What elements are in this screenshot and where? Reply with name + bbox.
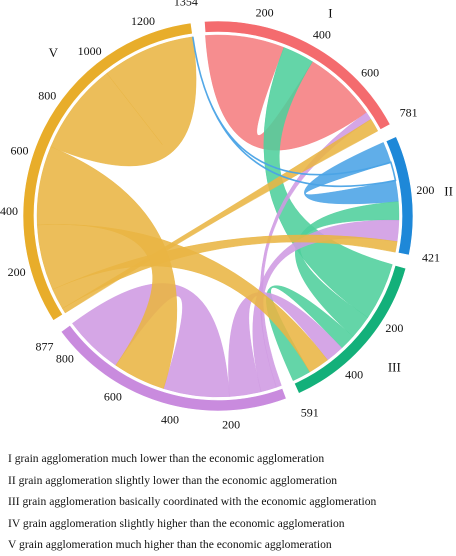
tick-label-v-1000: 1000 [78,44,102,58]
legend: I grain agglomeration much lower than th… [8,448,453,556]
group-arc-iv [60,324,287,412]
tick-label-v-800: 800 [38,89,56,103]
total-label-iv: 877 [35,339,53,353]
total-label-v: 1354 [174,0,198,8]
chords [36,34,400,398]
arc-labels: 200 400 600 781 I 200 421 II 200 400 591 III 200 400 6… [0,0,453,430]
legend-item-iv: IV grain agglomeration slightly higher t… [8,516,345,530]
tick-label-ii-200: 200 [416,183,434,197]
group-arc-i [204,20,391,130]
chord-ii-v [192,36,397,188]
tick-label-iii-400: 400 [345,368,363,382]
legend-item-v: V grain agglomeration much higher than t… [8,538,332,551]
tick-label-i-400: 400 [313,28,331,42]
chord-v-v [50,36,197,167]
legend-item-i: I grain agglomeration much lower than th… [8,452,325,465]
group-label-ii: II [444,183,453,198]
tick-label-v-600: 600 [11,143,29,157]
group-label-i: I [328,6,332,21]
tick-label-iv-400: 400 [161,412,179,426]
tick-label-i-200: 200 [256,5,274,19]
tick-label-iv-200: 200 [222,418,240,430]
group-arc-v [22,22,193,321]
tick-label-iv-600: 600 [104,390,122,404]
legend-item-ii: II grain agglomeration slightly lower th… [8,473,338,487]
legend-item-iii: III grain agglomeration basically coordi… [8,495,377,508]
chord-diagram: 200 400 600 781 I 200 421 II 200 400 591 III 200 400 6… [0,0,453,430]
group-arc-ii [385,136,414,256]
tick-label-i-600: 600 [361,66,379,80]
group-label-v: V [49,45,59,60]
group-label-iii: III [388,359,401,374]
total-label-i: 781 [400,105,418,119]
tick-label-iv-800: 800 [56,351,74,365]
tick-label-v-400: 400 [0,204,18,218]
tick-label-v-200: 200 [8,265,26,279]
tick-label-iii-200: 200 [385,321,403,335]
total-label-ii: 421 [422,251,440,265]
total-label-iii: 591 [301,406,319,420]
group-arcs [22,20,414,412]
tick-label-v-1200: 1200 [131,14,155,28]
group-arc-iii [293,264,407,394]
